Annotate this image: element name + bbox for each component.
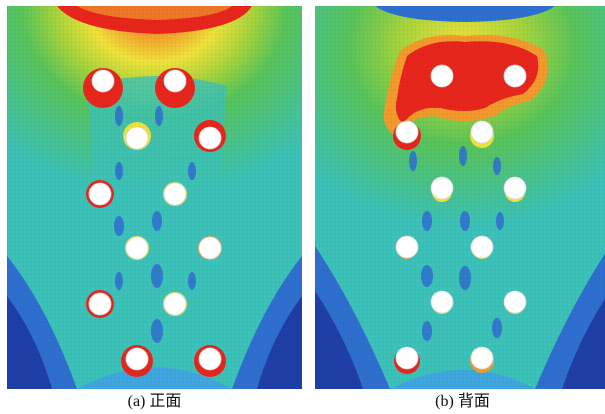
- bolt-holes-back: [395, 64, 527, 370]
- caption-front: (a) 正面: [127, 393, 182, 410]
- contour-panel-back: [315, 6, 605, 389]
- mesh-overlay: [7, 6, 302, 389]
- contour-plot-back: [315, 6, 605, 389]
- contour-plot-front: [7, 6, 302, 389]
- bolt-holes-front: [88, 69, 222, 371]
- contour-panel-front: [7, 6, 302, 389]
- mesh-overlay: [315, 6, 605, 389]
- caption-back: (b) 背面: [435, 393, 490, 410]
